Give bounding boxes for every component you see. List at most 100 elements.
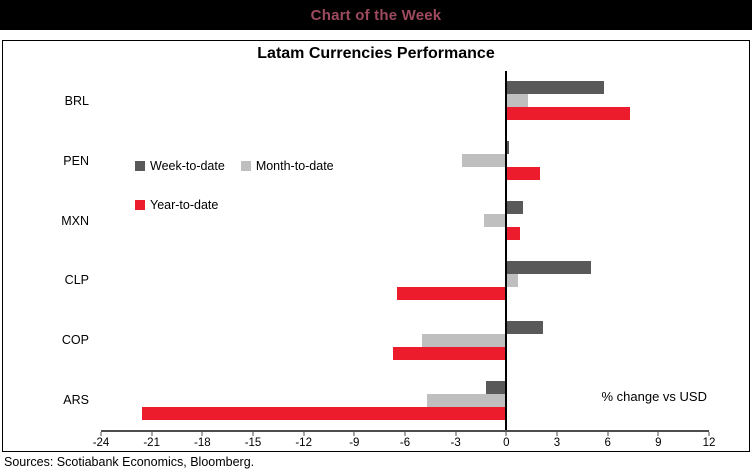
chart-title: Latam Currencies Performance bbox=[257, 45, 495, 62]
zero-axis-line bbox=[505, 71, 508, 430]
tick-mark bbox=[252, 432, 254, 436]
x-tick-label: 6 bbox=[604, 437, 611, 449]
bar-brl-year-to-date bbox=[506, 107, 630, 121]
bar-ars-month-to-date bbox=[426, 393, 507, 407]
legend-item-month-to-date: Month-to-date bbox=[240, 159, 334, 173]
bar-track bbox=[101, 227, 709, 241]
bar-group-pen bbox=[101, 131, 709, 191]
x-tick-label: 9 bbox=[655, 437, 662, 449]
bar-track bbox=[101, 346, 709, 360]
category-labels: BRL PEN MXN CLP COP ARS bbox=[3, 71, 101, 430]
bar-ars-week-to-date bbox=[486, 380, 507, 394]
legend-label: Year-to-date bbox=[150, 198, 219, 212]
x-tick-label: -6 bbox=[399, 437, 411, 449]
tick-mark bbox=[151, 432, 153, 436]
category-label-mxn: MXN bbox=[61, 213, 89, 228]
bar-group-mxn bbox=[101, 191, 709, 251]
bar-track bbox=[101, 380, 709, 394]
tick-mark bbox=[201, 432, 203, 436]
bar-track bbox=[101, 154, 709, 168]
tick-mark bbox=[455, 432, 457, 436]
bar-group-clp bbox=[101, 250, 709, 310]
bar-track bbox=[101, 333, 709, 347]
bar-clp-week-to-date bbox=[506, 260, 591, 274]
bar-cop-week-to-date bbox=[506, 320, 544, 334]
x-tick-label: -18 bbox=[194, 437, 211, 449]
tick-mark bbox=[100, 432, 102, 436]
bar-track bbox=[101, 286, 709, 300]
bar-group-cop bbox=[101, 310, 709, 370]
sources-text: Sources: Scotiabank Economics, Bloomberg… bbox=[4, 455, 255, 469]
tick-mark bbox=[505, 432, 507, 436]
category-slot: COP bbox=[3, 310, 101, 370]
bar-group-brl bbox=[101, 71, 709, 131]
bar-brl-month-to-date bbox=[506, 94, 529, 108]
category-label-ars: ARS bbox=[63, 393, 89, 408]
x-tick-label: -15 bbox=[244, 437, 262, 449]
bar-groups bbox=[101, 71, 709, 430]
tick-mark bbox=[657, 432, 659, 436]
x-tick-label: 3 bbox=[553, 437, 561, 449]
bar-pen-month-to-date bbox=[462, 154, 507, 168]
x-tick-label: 0 bbox=[503, 437, 510, 449]
legend-label: Week-to-date bbox=[150, 159, 225, 173]
category-label-clp: CLP bbox=[64, 273, 89, 288]
header-title: Chart of the Week bbox=[310, 6, 442, 24]
chart-box: Latam Currencies Performance BRL PEN MXN CL… bbox=[2, 40, 750, 452]
x-tick-label: -12 bbox=[295, 437, 312, 449]
legend-label: Month-to-date bbox=[255, 159, 334, 173]
bar-track bbox=[101, 167, 709, 181]
bar-track bbox=[101, 201, 709, 215]
bar-cop-year-to-date bbox=[393, 346, 507, 360]
bar-cop-month-to-date bbox=[421, 333, 507, 347]
category-label-cop: COP bbox=[61, 333, 89, 348]
bar-track bbox=[101, 141, 709, 155]
tick-mark bbox=[303, 432, 305, 436]
x-tick-label: -24 bbox=[92, 437, 110, 449]
bar-group-ars bbox=[101, 370, 709, 430]
category-slot: ARS bbox=[3, 370, 101, 430]
x-tick-label: 12 bbox=[702, 437, 716, 449]
legend-swatch-icon bbox=[135, 200, 145, 210]
category-slot: BRL bbox=[3, 71, 101, 131]
bar-track bbox=[101, 260, 709, 274]
bar-pen-year-to-date bbox=[506, 167, 541, 181]
x-axis: -24 -21 -18 -15 -12 -9 -6 -3 0 3 6 9 12 bbox=[93, 430, 715, 451]
legend-item-year-to-date: Year-to-date bbox=[135, 198, 218, 212]
bar-track bbox=[101, 81, 709, 95]
plot-area: Week-to-date Month-to-date Year-to-date % … bbox=[101, 71, 709, 430]
axis-annotation: % change vs USD bbox=[601, 389, 708, 404]
bar-track bbox=[101, 406, 709, 420]
bar-track bbox=[101, 107, 709, 121]
bar-mxn-week-to-date bbox=[506, 201, 524, 215]
tick-mark bbox=[556, 432, 558, 436]
tick-mark bbox=[404, 432, 406, 436]
x-tick-label: -21 bbox=[143, 437, 160, 449]
tick-mark bbox=[353, 432, 355, 436]
bar-track bbox=[101, 393, 709, 407]
category-slot: MXN bbox=[3, 191, 101, 251]
bar-mxn-year-to-date bbox=[506, 227, 520, 241]
x-tick-label: -9 bbox=[349, 437, 360, 449]
bar-ars-year-to-date bbox=[141, 406, 507, 420]
legend-swatch-icon bbox=[135, 161, 145, 171]
bar-track bbox=[101, 320, 709, 334]
tick-mark bbox=[708, 432, 710, 436]
bar-clp-month-to-date bbox=[506, 273, 519, 287]
category-slot: PEN bbox=[3, 131, 101, 191]
bar-clp-year-to-date bbox=[396, 286, 507, 300]
x-tick-label: -3 bbox=[450, 437, 461, 449]
legend-swatch-icon bbox=[240, 161, 251, 171]
tick-mark bbox=[607, 432, 609, 436]
category-label-pen: PEN bbox=[63, 153, 89, 168]
bar-brl-week-to-date bbox=[506, 81, 605, 95]
bar-pen-week-to-date bbox=[506, 141, 509, 155]
category-label-brl: BRL bbox=[64, 93, 89, 108]
bar-mxn-month-to-date bbox=[484, 214, 507, 228]
bar-track bbox=[101, 273, 709, 287]
legend: Week-to-date Month-to-date Year-to-date bbox=[135, 159, 380, 212]
bar-track bbox=[101, 94, 709, 108]
legend-item-week-to-date: Week-to-date bbox=[135, 159, 225, 173]
bar-track bbox=[101, 214, 709, 228]
category-slot: CLP bbox=[3, 250, 101, 310]
